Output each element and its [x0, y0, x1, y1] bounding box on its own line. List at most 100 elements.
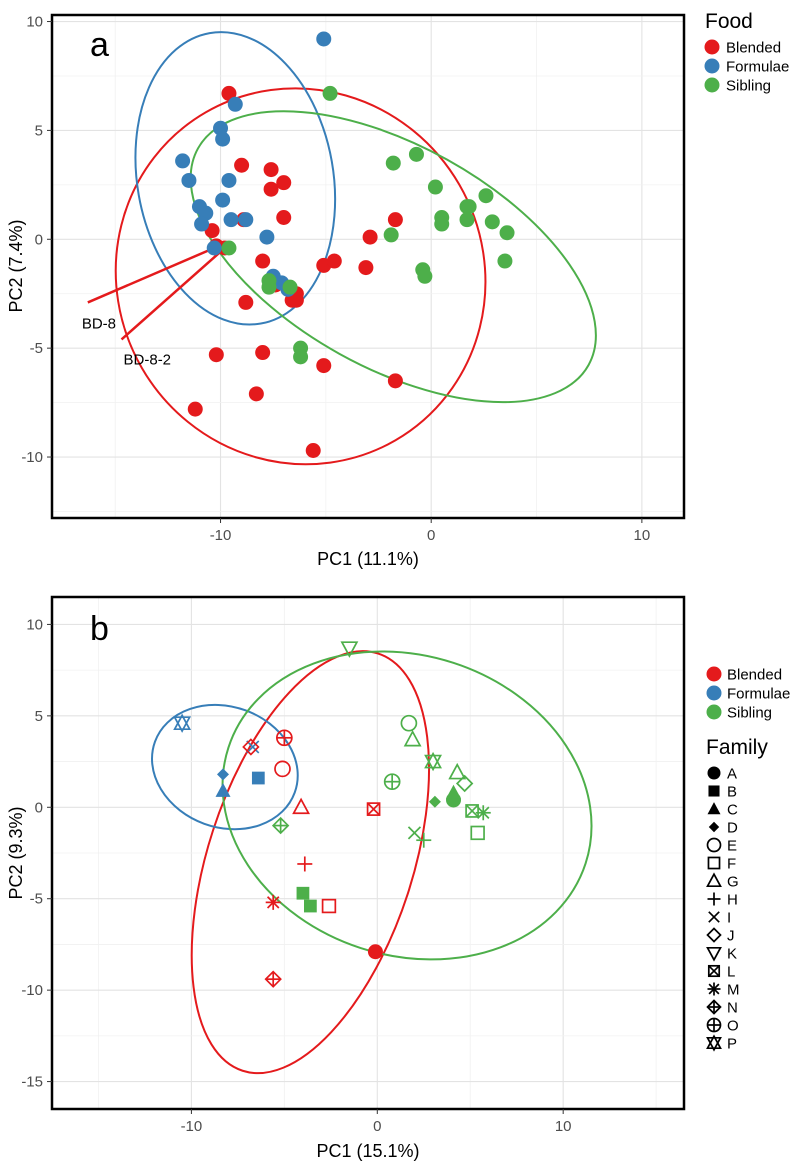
data-point-formulae	[175, 153, 191, 169]
annotation-label-bd-8-2: BD-8-2	[124, 351, 172, 368]
data-point-sibling-family-g	[403, 729, 422, 747]
legend-key-blended	[704, 39, 720, 55]
data-point-formulae	[181, 172, 197, 188]
panel-b-ellipse-sibling	[221, 650, 593, 961]
panel-b-x-tick-label: -10	[181, 1118, 203, 1135]
legend-symbol-family-l	[707, 964, 721, 978]
data-point-sibling	[385, 155, 401, 171]
legend-label-family-l: L	[727, 964, 735, 981]
legend-label-family-o: O	[727, 1018, 739, 1035]
data-point-sibling	[383, 227, 399, 243]
data-point-sibling-family-p	[424, 751, 442, 772]
legend-key-formulae	[704, 58, 720, 74]
data-point-formulae	[223, 212, 239, 228]
data-point-blended	[238, 294, 254, 310]
legend-label-family-p: P	[727, 1036, 737, 1053]
data-point-sibling	[499, 225, 515, 241]
data-point-sibling-family-h	[416, 832, 432, 848]
data-point-formulae	[215, 192, 231, 208]
panel-a-legend: Food Blended Formulae Sibling	[704, 10, 789, 95]
data-point-blended	[387, 212, 403, 228]
legend-symbol-family-j	[706, 927, 722, 943]
legend-symbol-family-n	[706, 999, 722, 1015]
data-point-blended-family-a	[367, 944, 383, 960]
legend-label-formulae: Formulae	[726, 59, 789, 76]
data-point-blended	[263, 162, 279, 178]
panel-b-x-axis-title: PC1 (15.1%)	[316, 1141, 419, 1161]
legend-key-formulae	[706, 685, 722, 701]
data-point-blended	[248, 386, 264, 402]
legend-title-food: Food	[705, 10, 753, 33]
data-point-sibling-family-k	[340, 641, 359, 658]
panel-b-y-axis-title: PC2 (9.3%)	[6, 806, 26, 899]
data-point-sibling-family-l	[465, 804, 479, 818]
panel-a-y-axis-title: PC2 (7.4%)	[6, 219, 26, 312]
legend-label-family-a: A	[727, 766, 737, 783]
legend-label-blended: Blended	[727, 667, 782, 684]
data-point-formulae-family-d	[217, 768, 230, 781]
data-point-sibling	[261, 279, 277, 295]
panel-b-y-tick-label: 5	[35, 708, 43, 725]
data-point-sibling-family-f	[470, 825, 485, 841]
legend-label-blended: Blended	[726, 40, 781, 57]
panel-b: -10 0 10 -15 -10 -5 0 5 10 b PC1 (15.1%) PC2 (9.…	[6, 595, 790, 1161]
panel-a-x-tick-label: 10	[634, 527, 651, 544]
data-point-blended-family-n	[264, 970, 282, 988]
panel-b-y-tick-label: -5	[30, 891, 43, 908]
legend-symbol-family-p	[706, 1034, 722, 1052]
legend-label-family-k: K	[727, 946, 737, 963]
legend-label-family-d: D	[727, 820, 738, 837]
legend-label-family-j: J	[727, 928, 735, 945]
data-point-blended-family-h	[297, 856, 313, 872]
panel-a-y-tick-label: 5	[35, 122, 43, 139]
data-point-blended	[288, 292, 304, 308]
data-point-sibling	[434, 216, 450, 232]
legend-symbol-family-g	[706, 872, 722, 888]
legend-label-family-b: B	[727, 784, 737, 801]
data-point-blended	[305, 442, 321, 458]
data-point-formulae	[206, 240, 222, 256]
data-point-blended-family-f	[321, 898, 337, 914]
legend-symbol-family-o	[706, 1017, 722, 1033]
legend-label-family-h: H	[727, 892, 738, 909]
panel-a-y-tick-label: 0	[35, 231, 43, 248]
data-point-blended	[255, 345, 271, 361]
data-point-sibling-family-c	[446, 784, 462, 799]
annotation-line-bd-8-2	[120, 247, 226, 341]
panel-a-y-tick-label: -5	[30, 340, 43, 357]
annotation-label-bd-8: BD-8	[82, 315, 116, 332]
data-point-sibling-family-m	[475, 805, 491, 821]
legend-symbol-family-i	[708, 911, 720, 923]
data-point-blended-family-o	[276, 729, 293, 747]
panel-a-ellipse-blended	[114, 87, 487, 466]
data-point-blended-family-e	[274, 760, 291, 778]
data-point-sibling-family-b	[304, 899, 317, 913]
data-point-sibling-family-g	[448, 762, 467, 780]
data-point-formulae-family-b	[251, 771, 265, 785]
panel-b-y-tick-label: 10	[26, 616, 43, 633]
legend-key-blended	[706, 666, 722, 682]
panel-a-frame	[50, 13, 686, 520]
panel-b-legend: Blended Formulae Sibling Family ABCDEFGHIJ…	[706, 666, 790, 1053]
data-point-blended	[234, 157, 250, 173]
data-point-formulae-family-p	[173, 713, 192, 733]
legend-label-sibling: Sibling	[726, 78, 771, 95]
panel-b-label: b	[90, 610, 109, 648]
data-point-sibling-family-j	[455, 774, 474, 793]
data-point-blended	[326, 253, 342, 269]
data-point-sibling	[408, 146, 424, 162]
panel-b-ellipse-blended	[190, 650, 431, 1075]
legend-label-family-i: I	[727, 910, 731, 927]
legend-label-formulae: Formulae	[727, 686, 790, 703]
panel-a-ellipse-sibling	[189, 110, 597, 404]
legend-label-family-f: F	[727, 856, 736, 873]
data-point-formulae	[221, 172, 237, 188]
data-point-sibling	[221, 240, 237, 256]
panel-a-y-tick-label: 10	[26, 14, 43, 31]
legend-label-family-g: G	[727, 874, 739, 891]
panel-b-ellipse-formulae	[151, 703, 299, 831]
data-point-blended-family-l	[366, 802, 381, 816]
data-point-formulae-family-i	[246, 740, 260, 754]
legend-symbol-family-d	[708, 821, 720, 833]
